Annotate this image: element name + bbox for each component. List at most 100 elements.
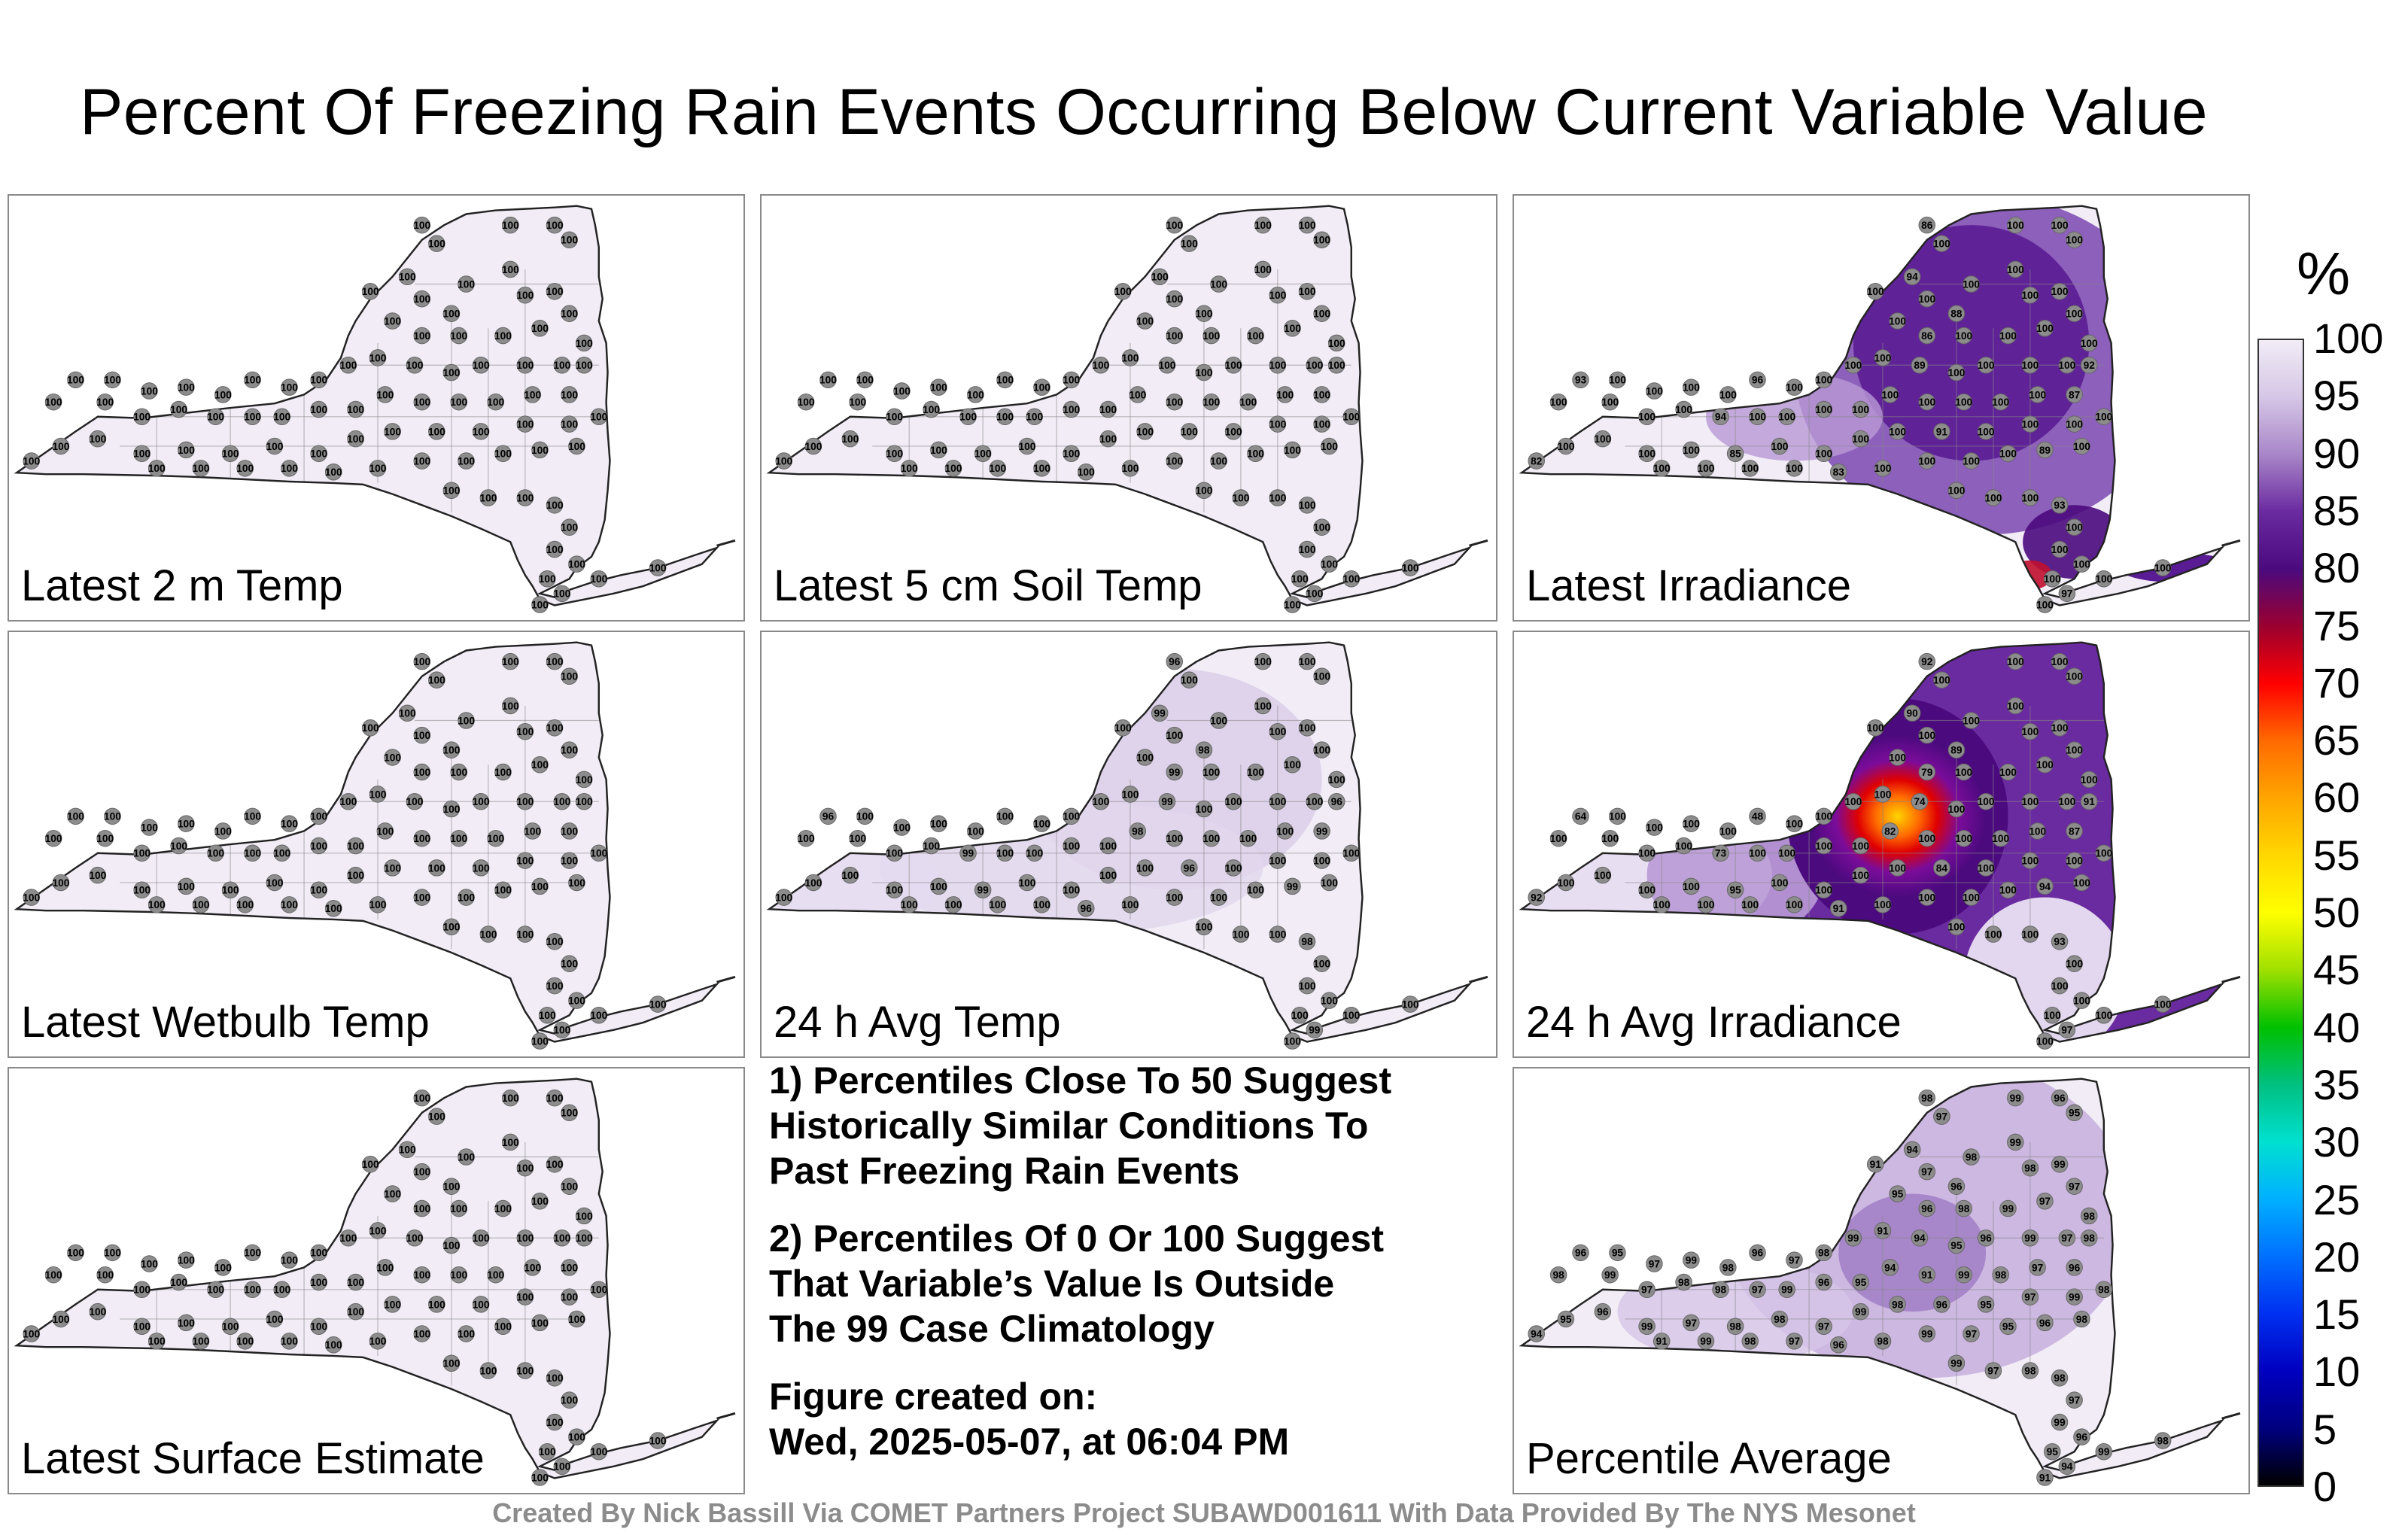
station-marker: 100 (89, 430, 107, 448)
station-marker: 100 (244, 1281, 261, 1299)
station-marker: 100 (428, 671, 445, 688)
svg-text:100: 100 (178, 1318, 195, 1329)
station-marker: 100 (1092, 792, 1110, 810)
svg-text:100: 100 (1947, 804, 1965, 815)
svg-text:100: 100 (561, 389, 578, 400)
station-marker: 100 (207, 844, 224, 862)
svg-text:100: 100 (458, 455, 475, 467)
svg-text:100: 100 (1210, 715, 1227, 726)
station-marker: 100 (413, 1266, 431, 1284)
svg-text:100: 100 (273, 1284, 290, 1296)
svg-text:100: 100 (178, 881, 195, 892)
svg-text:100: 100 (1202, 833, 1220, 844)
svg-text:100: 100 (1210, 892, 1227, 903)
station-marker: 100 (2051, 652, 2069, 670)
svg-text:98: 98 (1921, 1093, 1933, 1104)
svg-text:100: 100 (384, 426, 401, 437)
station-marker: 100 (347, 1273, 364, 1291)
svg-text:100: 100 (1874, 899, 1892, 910)
station-marker: 100 (1653, 460, 1671, 477)
station-marker: 100 (1719, 386, 1737, 403)
station-marker: 100 (923, 400, 940, 418)
svg-text:100: 100 (214, 1262, 232, 1273)
svg-text:100: 100 (2021, 492, 2039, 503)
station-marker: 100 (473, 1229, 490, 1247)
svg-text:100: 100 (1992, 397, 2009, 408)
svg-text:100: 100 (856, 375, 874, 386)
svg-text:100: 100 (546, 500, 564, 511)
station-marker: 100 (1136, 312, 1154, 330)
station-marker: 100 (1291, 1006, 1309, 1024)
station-marker: 100 (1881, 386, 1899, 403)
station-marker: 100 (1151, 268, 1169, 285)
station-marker: 100 (930, 877, 947, 895)
svg-text:100: 100 (236, 899, 254, 910)
station-marker: 100 (384, 312, 401, 330)
station-marker: 100 (849, 393, 866, 411)
svg-text:100: 100 (1815, 448, 1832, 460)
station-marker: 91 (1918, 1266, 1936, 1284)
station-marker: 82 (1528, 452, 1545, 470)
svg-text:91: 91 (1833, 903, 1845, 914)
svg-text:100: 100 (1284, 323, 1301, 334)
station-marker: 96 (1166, 652, 1184, 670)
station-marker: 100 (1239, 393, 1257, 411)
svg-text:100: 100 (458, 715, 475, 726)
station-marker: 100 (413, 1163, 431, 1181)
svg-text:93: 93 (2054, 936, 2066, 947)
svg-text:100: 100 (1063, 885, 1080, 896)
station-marker: 100 (450, 327, 468, 345)
svg-text:100: 100 (1646, 385, 1663, 397)
svg-text:100: 100 (2021, 796, 2039, 807)
svg-text:100: 100 (1018, 441, 1035, 452)
station-marker: 100 (1683, 441, 1700, 459)
station-marker: 98 (2021, 1362, 2039, 1379)
svg-text:100: 100 (1202, 767, 1220, 778)
station-marker: 100 (1210, 275, 1227, 293)
station-marker: 100 (590, 1442, 608, 1461)
station-marker: 100 (369, 349, 387, 366)
station-marker: 100 (428, 1296, 445, 1313)
svg-text:99: 99 (1604, 1269, 1616, 1281)
station-marker: 100 (413, 726, 431, 744)
svg-text:100: 100 (133, 1284, 150, 1296)
station-marker: 94 (1911, 1229, 1929, 1247)
station-marker: 100 (1122, 349, 1139, 366)
station-marker: 100 (325, 899, 342, 917)
station-marker: 100 (1918, 393, 1936, 411)
svg-text:100: 100 (502, 220, 519, 231)
station-marker: 100 (996, 408, 1014, 426)
svg-text:100: 100 (930, 445, 947, 456)
station-marker: 99 (1151, 704, 1169, 722)
station-marker: 99 (2007, 1133, 2024, 1151)
map-fill-base (769, 205, 1470, 606)
svg-text:100: 100 (967, 825, 984, 837)
station-marker: 98 (1874, 1333, 1892, 1350)
svg-text:100: 100 (406, 796, 424, 807)
station-marker: 100 (1638, 844, 1655, 862)
station-marker: 100 (1202, 393, 1221, 411)
svg-text:91: 91 (1921, 1269, 1933, 1281)
svg-text:100: 100 (561, 1181, 578, 1193)
station-marker: 95 (1999, 1318, 2017, 1336)
svg-text:100: 100 (399, 1144, 416, 1156)
svg-text:97: 97 (1936, 1111, 1948, 1123)
station-marker: 97 (2029, 1259, 2046, 1276)
svg-text:100: 100 (568, 441, 585, 452)
station-marker: 100 (193, 1333, 210, 1350)
svg-text:100: 100 (516, 1365, 534, 1376)
station-marker: 100 (384, 423, 401, 440)
svg-text:100: 100 (1749, 412, 1766, 423)
station-marker: 100 (590, 570, 608, 588)
svg-text:100: 100 (590, 1446, 607, 1457)
station-marker: 100 (989, 896, 1007, 913)
station-marker: 97 (2066, 1178, 2083, 1195)
svg-text:89: 89 (2039, 445, 2051, 456)
station-marker: 99 (1844, 1229, 1862, 1247)
station-marker: 100 (1136, 859, 1154, 877)
svg-text:100: 100 (1947, 485, 1965, 497)
colorbar-tick-label: 35 (2313, 1060, 2361, 1108)
station-marker: 100 (310, 400, 327, 418)
station-marker: 100 (458, 1325, 475, 1342)
station-marker: 100 (1321, 874, 1338, 892)
